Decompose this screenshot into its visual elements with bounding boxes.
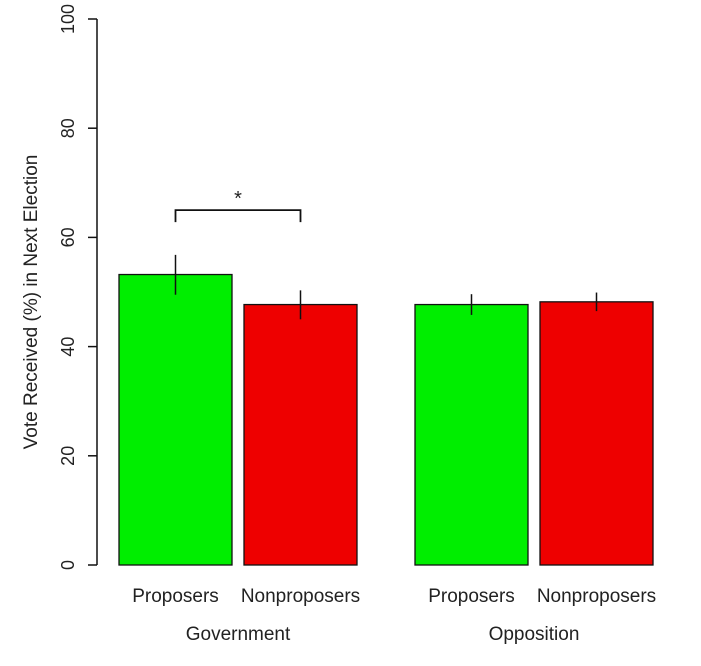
bar-government-nonproposers [243,303,358,566]
y-axis-label: Vote Received (%) in Next Election [21,155,42,450]
y-tick-label-40: 40 [58,337,78,357]
category-label-government-nonproposers: Nonproposers [241,586,360,607]
category-label-opposition-proposers: Proposers [428,586,515,607]
bar-opposition-proposers [414,303,529,566]
significance-star: * [234,188,242,210]
y-tick-label-0: 0 [58,560,78,570]
y-tick-label-20: 20 [58,446,78,466]
category-label-opposition-nonproposers: Nonproposers [537,586,656,607]
bar-government-proposers [118,273,233,566]
significance-bracket [174,209,302,223]
y-tick-label-80: 80 [58,118,78,138]
group-label-opposition: Opposition [489,624,580,645]
category-label-government-proposers: Proposers [132,586,219,607]
bar-opposition-nonproposers [539,301,654,566]
y-tick-label-100: 100 [58,4,78,34]
group-label-government: Government [186,624,291,645]
y-tick-label-60: 60 [58,227,78,247]
